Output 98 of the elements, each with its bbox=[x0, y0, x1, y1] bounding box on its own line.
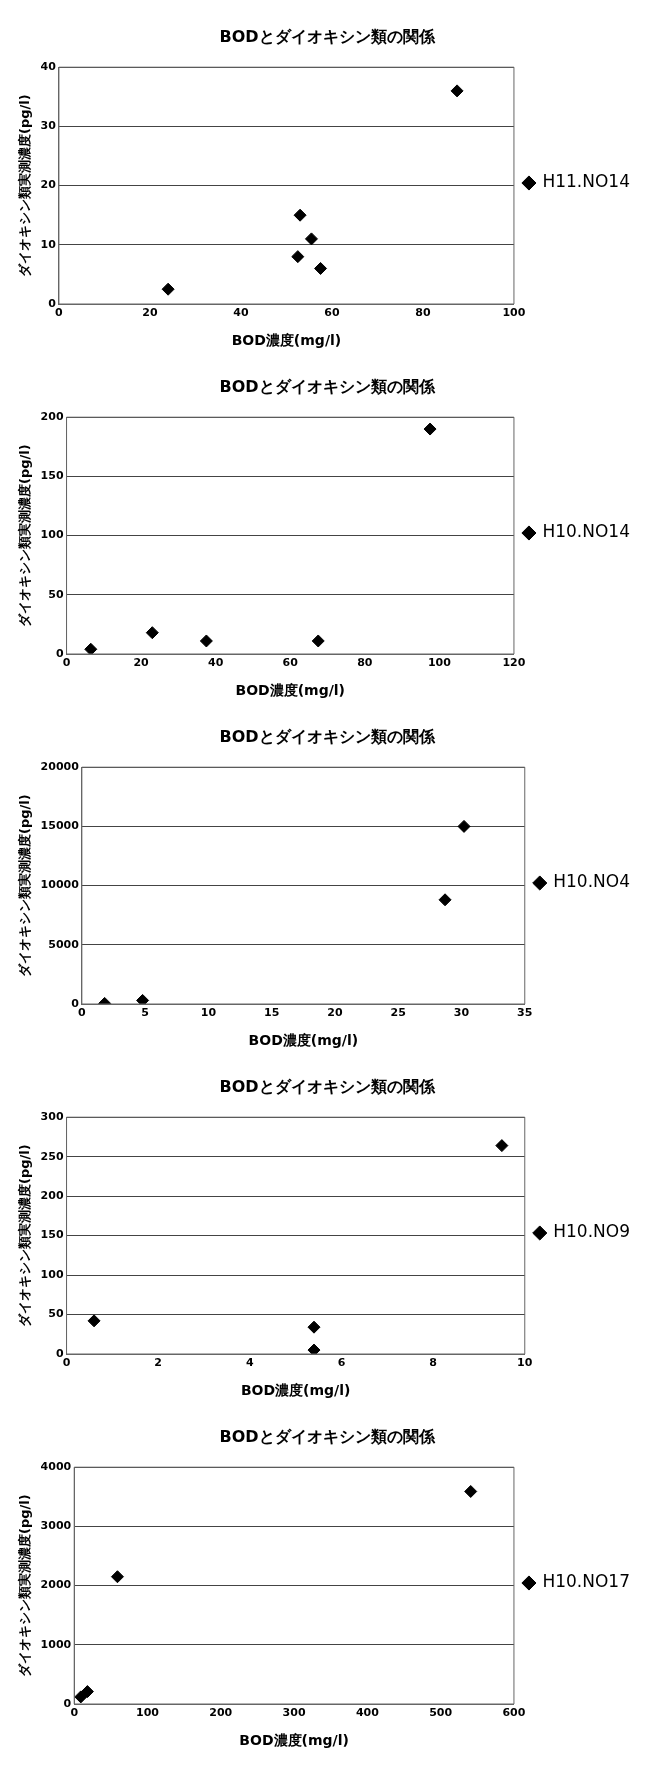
y-tick-label: 1000 bbox=[40, 1637, 72, 1651]
x-tick-label: 2 bbox=[154, 1356, 163, 1370]
y-tick-label: 10000 bbox=[40, 878, 80, 892]
x-tick-label: 4 bbox=[246, 1356, 255, 1370]
point bbox=[84, 642, 98, 654]
x-tick-label: 100 bbox=[427, 656, 452, 670]
x-tick-label: 80 bbox=[357, 656, 373, 670]
x-tick-label: 10 bbox=[200, 1006, 217, 1020]
point bbox=[495, 1139, 509, 1153]
y-tick-label: 20000 bbox=[40, 760, 80, 774]
x-tick-label: 200 bbox=[209, 1706, 233, 1720]
point bbox=[450, 84, 464, 98]
y-tick-label: 250 bbox=[40, 1149, 64, 1163]
y-tick-label: 50 bbox=[48, 587, 64, 601]
legend-label: H10.NO17 bbox=[542, 1571, 631, 1592]
y-tick-label: 30 bbox=[40, 119, 57, 133]
y-tick-label: 4000 bbox=[40, 1460, 72, 1474]
x-tick-label: 60 bbox=[324, 306, 340, 320]
x-tick-label: 40 bbox=[233, 306, 249, 320]
y-tick-label: 300 bbox=[40, 1110, 64, 1124]
x-tick-label: 40 bbox=[208, 656, 224, 670]
point bbox=[423, 422, 437, 436]
point bbox=[87, 1314, 101, 1328]
y-axis-title: ダイオキシン類実測濃度(pg/l) bbox=[17, 794, 33, 977]
chart-title: BODとダイオキシン類の関係 bbox=[219, 1076, 436, 1096]
y-tick-label: 10 bbox=[40, 237, 57, 251]
y-tick-label: 20 bbox=[40, 178, 57, 192]
x-tick-label: 20 bbox=[142, 306, 158, 320]
point bbox=[293, 208, 307, 222]
chart-title: BODとダイオキシン類の関係 bbox=[219, 26, 436, 46]
y-tick-label: 5000 bbox=[48, 937, 80, 951]
point bbox=[110, 1570, 124, 1584]
point bbox=[314, 261, 328, 275]
x-tick-label: 8 bbox=[429, 1356, 437, 1370]
y-tick-label: 200 bbox=[40, 1188, 64, 1202]
y-tick-label: 0 bbox=[55, 1346, 64, 1360]
y-tick-label: 15000 bbox=[40, 819, 80, 833]
x-tick-label: 100 bbox=[502, 306, 526, 320]
y-tick-label: 0 bbox=[71, 996, 80, 1010]
x-tick-label: 600 bbox=[502, 1706, 526, 1720]
x-tick-label: 25 bbox=[390, 1006, 406, 1020]
x-axis-title: BOD濃度(mg/l) bbox=[235, 682, 346, 699]
x-tick-label: 5 bbox=[141, 1006, 149, 1020]
x-tick-label: 100 bbox=[136, 1706, 160, 1720]
x-tick-label: 35 bbox=[517, 1006, 533, 1020]
y-axis-title: ダイオキシン類実測濃度(pg/l) bbox=[17, 444, 33, 627]
x-tick-label: 80 bbox=[415, 306, 431, 320]
point bbox=[80, 1685, 94, 1699]
y-tick-label: 3000 bbox=[40, 1519, 72, 1533]
y-tick-label: 2000 bbox=[40, 1578, 72, 1592]
point bbox=[307, 1320, 321, 1334]
y-tick-label: 40 bbox=[40, 60, 57, 74]
x-tick-label: 300 bbox=[282, 1706, 306, 1720]
x-tick-label: 10 bbox=[517, 1356, 533, 1370]
point bbox=[136, 993, 150, 1004]
y-tick-label: 100 bbox=[40, 528, 64, 542]
point bbox=[74, 1690, 88, 1704]
y-tick-label: 100 bbox=[40, 1267, 64, 1281]
chart-title: BODとダイオキシン類の関係 bbox=[219, 376, 436, 396]
y-axis-title: ダイオキシン類実測濃度(pg/l) bbox=[17, 1494, 33, 1677]
point bbox=[464, 1484, 478, 1498]
point bbox=[291, 250, 305, 264]
y-tick-label: 0 bbox=[48, 296, 57, 310]
y-tick-label: 50 bbox=[48, 1307, 64, 1321]
y-axis-title: ダイオキシン類実測濃度(pg/l) bbox=[17, 94, 33, 277]
y-axis-title: ダイオキシン類実測濃度(pg/l) bbox=[17, 1144, 33, 1327]
point bbox=[304, 232, 318, 246]
legend-label: H11.NO14 bbox=[542, 171, 631, 192]
x-tick-label: 400 bbox=[355, 1706, 380, 1720]
x-axis-title: BOD濃度(mg/l) bbox=[231, 332, 342, 349]
x-axis-title: BOD濃度(mg/l) bbox=[239, 1732, 349, 1749]
x-tick-label: 20 bbox=[327, 1006, 343, 1020]
point bbox=[145, 626, 159, 640]
y-tick-label: 0 bbox=[63, 1696, 72, 1710]
point bbox=[161, 282, 175, 296]
x-tick-label: 20 bbox=[133, 656, 150, 670]
y-tick-label: 200 bbox=[40, 410, 64, 424]
point bbox=[438, 893, 452, 907]
legend-label: H10.NO14 bbox=[542, 521, 631, 542]
legend-label: H10.NO9 bbox=[553, 1221, 630, 1242]
chart-title: BODとダイオキシン類の関係 bbox=[219, 1426, 436, 1446]
y-tick-label: 150 bbox=[40, 469, 64, 483]
chart-title: BODとダイオキシン類の関係 bbox=[219, 726, 436, 746]
x-axis-title: BOD濃度(mg/l) bbox=[248, 1032, 359, 1049]
y-tick-label: 0 bbox=[55, 646, 64, 660]
point bbox=[457, 819, 471, 833]
point bbox=[307, 1343, 321, 1354]
legend-label: H10.NO4 bbox=[553, 871, 630, 892]
point bbox=[311, 634, 325, 648]
x-tick-label: 120 bbox=[502, 656, 526, 670]
y-tick-label: 150 bbox=[40, 1228, 64, 1242]
x-tick-label: 30 bbox=[453, 1006, 470, 1020]
x-tick-label: 60 bbox=[282, 656, 299, 670]
x-axis-title: BOD濃度(mg/l) bbox=[240, 1382, 351, 1399]
x-tick-label: 500 bbox=[429, 1706, 453, 1720]
point bbox=[199, 634, 213, 648]
x-tick-label: 15 bbox=[264, 1006, 280, 1020]
x-tick-label: 6 bbox=[337, 1356, 346, 1370]
